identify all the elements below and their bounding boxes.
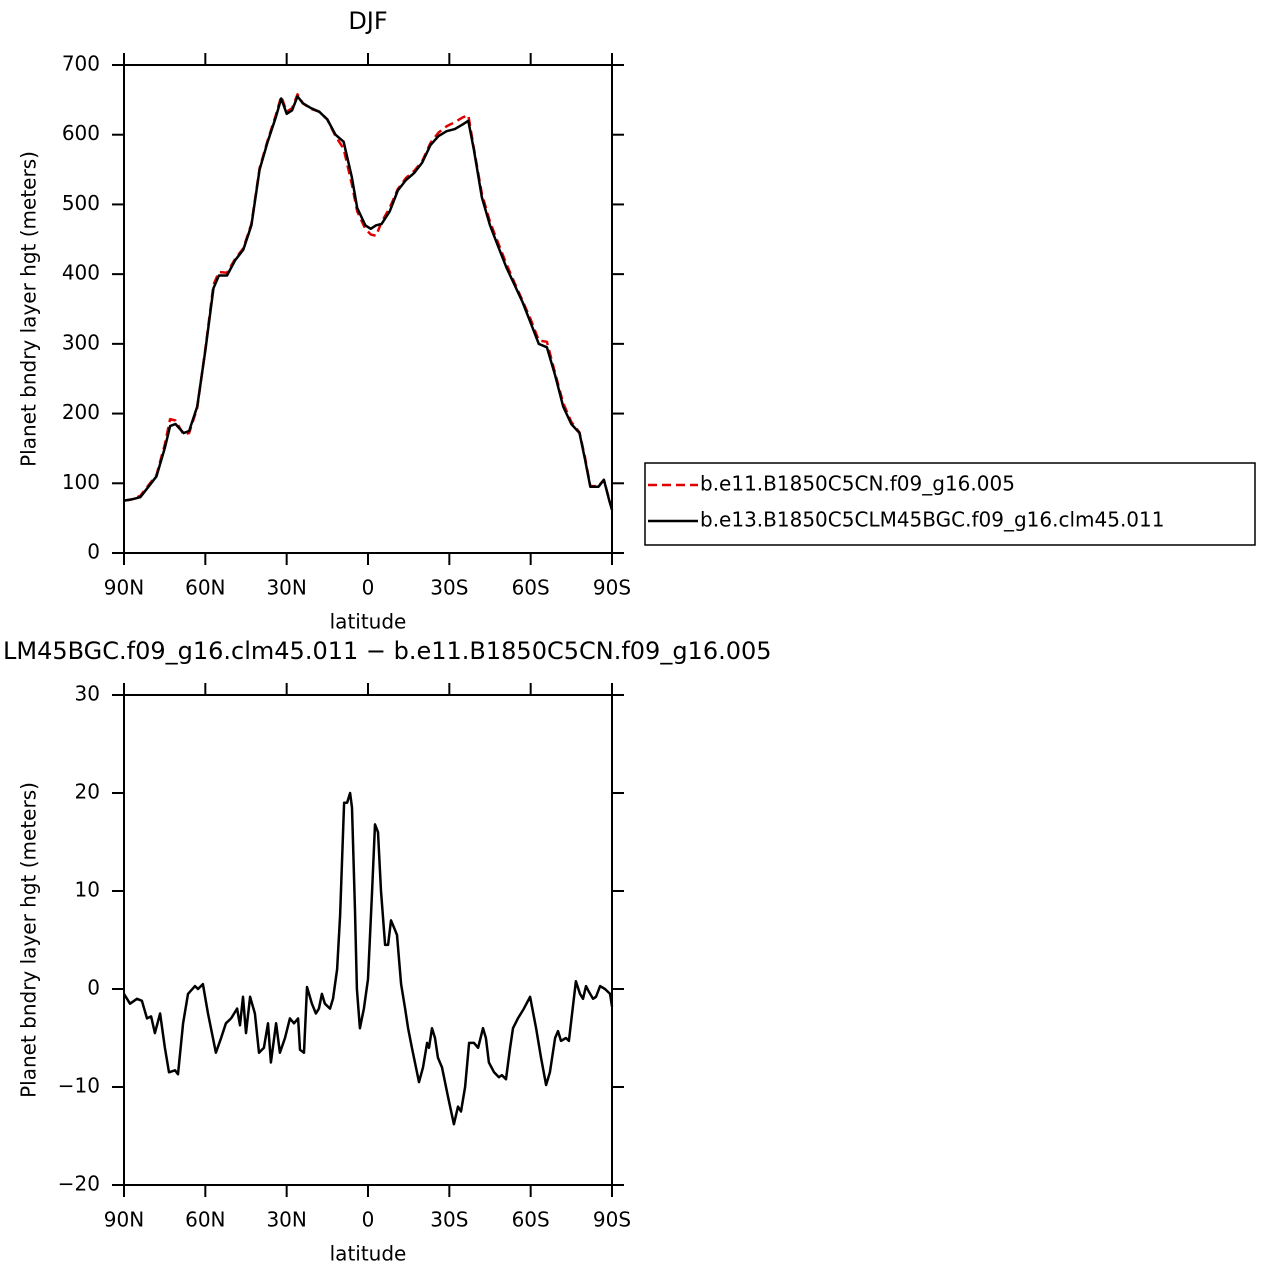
y-axis-label: Planet bndry layer hgt (meters) <box>17 782 41 1098</box>
y-tick-label: 30 <box>75 682 100 706</box>
y-tick-label: 600 <box>62 121 100 145</box>
x-tick-label: 30S <box>430 576 468 600</box>
y-tick-label: 0 <box>87 976 100 1000</box>
y-tick-label: 20 <box>75 780 100 804</box>
chart-title: LM45BGC.f09_g16.clm45.011 − b.e11.B1850C… <box>3 637 772 665</box>
chart-title: DJF <box>348 7 387 35</box>
plot-frame <box>123 694 613 1186</box>
y-tick-label: 0 <box>87 540 100 564</box>
y-tick-label: 400 <box>62 261 100 285</box>
data-line <box>122 791 614 1126</box>
x-axis-label: latitude <box>330 610 407 634</box>
x-tick-label: 60S <box>512 576 550 600</box>
y-tick-label: 700 <box>62 52 100 76</box>
x-tick-label: 90N <box>104 1208 144 1232</box>
legend-label: b.e13.B1850C5CLM45BGC.f09_g16.clm45.011 <box>700 508 1164 532</box>
x-tick-label: 30N <box>266 1208 306 1232</box>
x-tick-label: 90S <box>593 576 631 600</box>
x-tick-label: 30S <box>430 1208 468 1232</box>
legend-box <box>644 462 1256 546</box>
y-tick-label: 500 <box>62 191 100 215</box>
x-tick-label: 60S <box>512 1208 550 1232</box>
y-tick-label: 300 <box>62 330 100 354</box>
y-tick-label: 200 <box>62 400 100 424</box>
x-tick-label: 0 <box>362 1208 375 1232</box>
y-tick-label: −10 <box>58 1074 100 1098</box>
data-line <box>123 93 614 511</box>
y-axis-label: Planet bndry layer hgt (meters) <box>17 151 41 467</box>
x-tick-label: 0 <box>362 576 375 600</box>
y-tick-label: −20 <box>58 1172 100 1196</box>
data-line <box>123 95 614 511</box>
x-tick-label: 60N <box>185 1208 225 1232</box>
y-tick-label: 100 <box>62 470 100 494</box>
plot-frame <box>123 64 613 554</box>
legend-label: b.e11.B1850C5CN.f09_g16.005 <box>700 472 1015 496</box>
x-tick-label: 90S <box>593 1208 631 1232</box>
x-tick-label: 60N <box>185 576 225 600</box>
x-axis-label: latitude <box>330 1242 407 1266</box>
x-tick-label: 90N <box>104 576 144 600</box>
y-tick-label: 10 <box>75 878 100 902</box>
x-tick-label: 30N <box>266 576 306 600</box>
